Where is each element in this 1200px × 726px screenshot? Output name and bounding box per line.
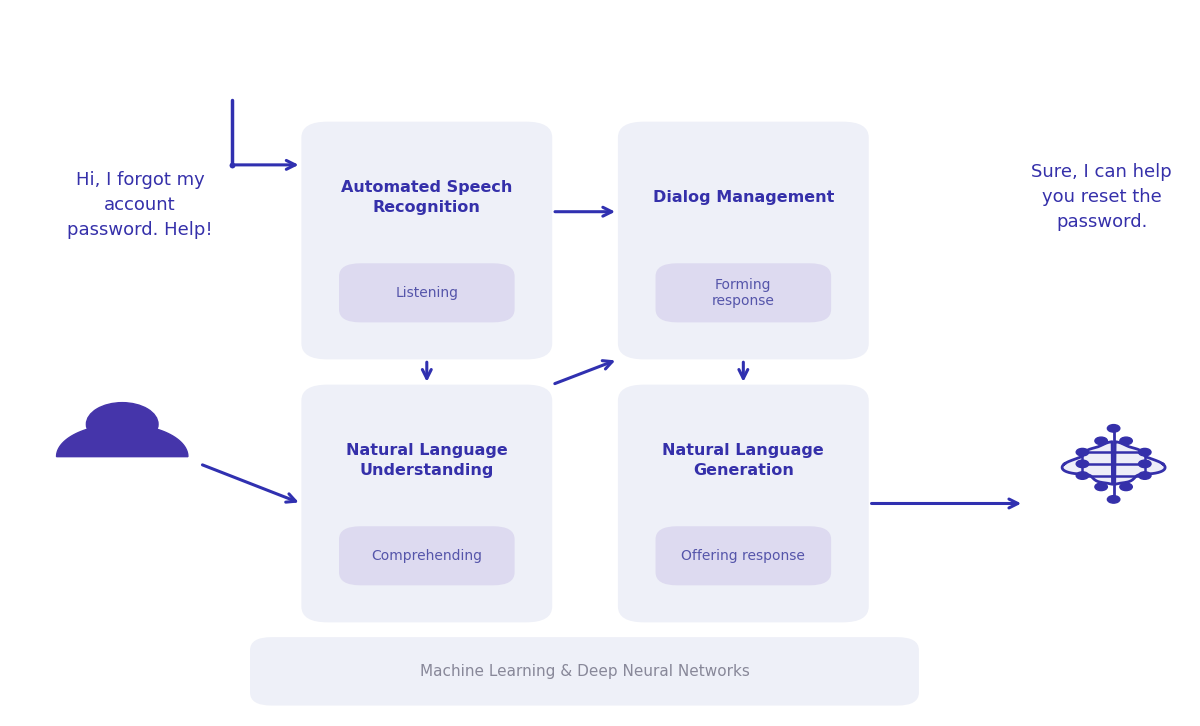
FancyBboxPatch shape: [618, 122, 869, 359]
Text: Natural Language
Generation: Natural Language Generation: [662, 444, 824, 478]
Text: Forming
response: Forming response: [712, 278, 775, 308]
Circle shape: [1076, 460, 1088, 468]
FancyBboxPatch shape: [655, 264, 832, 322]
Circle shape: [1120, 483, 1133, 491]
FancyBboxPatch shape: [618, 385, 869, 622]
Circle shape: [1076, 449, 1088, 456]
Circle shape: [1094, 437, 1108, 444]
Text: Offering response: Offering response: [682, 549, 805, 563]
FancyBboxPatch shape: [301, 122, 552, 359]
FancyBboxPatch shape: [301, 385, 552, 622]
FancyBboxPatch shape: [250, 637, 919, 706]
Text: Dialog Management: Dialog Management: [653, 190, 834, 205]
Text: Sure, I can help
you reset the
password.: Sure, I can help you reset the password.: [1031, 163, 1172, 232]
Circle shape: [1139, 472, 1151, 479]
Circle shape: [1139, 460, 1151, 468]
Circle shape: [1076, 472, 1088, 479]
Circle shape: [1139, 449, 1151, 456]
Text: Comprehending: Comprehending: [371, 549, 482, 563]
Circle shape: [1108, 496, 1120, 503]
Polygon shape: [56, 424, 188, 457]
Text: Machine Learning & Deep Neural Networks: Machine Learning & Deep Neural Networks: [420, 664, 750, 679]
Circle shape: [1094, 483, 1108, 491]
Polygon shape: [1115, 441, 1165, 484]
Circle shape: [1108, 425, 1120, 432]
Text: Automated Speech
Recognition: Automated Speech Recognition: [341, 180, 512, 215]
Text: Natural Language
Understanding: Natural Language Understanding: [346, 444, 508, 478]
Circle shape: [86, 403, 158, 446]
FancyBboxPatch shape: [340, 264, 515, 322]
Text: Hi, I forgot my
account
password. Help!: Hi, I forgot my account password. Help!: [67, 171, 212, 239]
FancyBboxPatch shape: [655, 526, 832, 585]
Circle shape: [1120, 437, 1133, 444]
Polygon shape: [1062, 441, 1112, 484]
Text: Listening: Listening: [395, 286, 458, 300]
FancyBboxPatch shape: [340, 526, 515, 585]
